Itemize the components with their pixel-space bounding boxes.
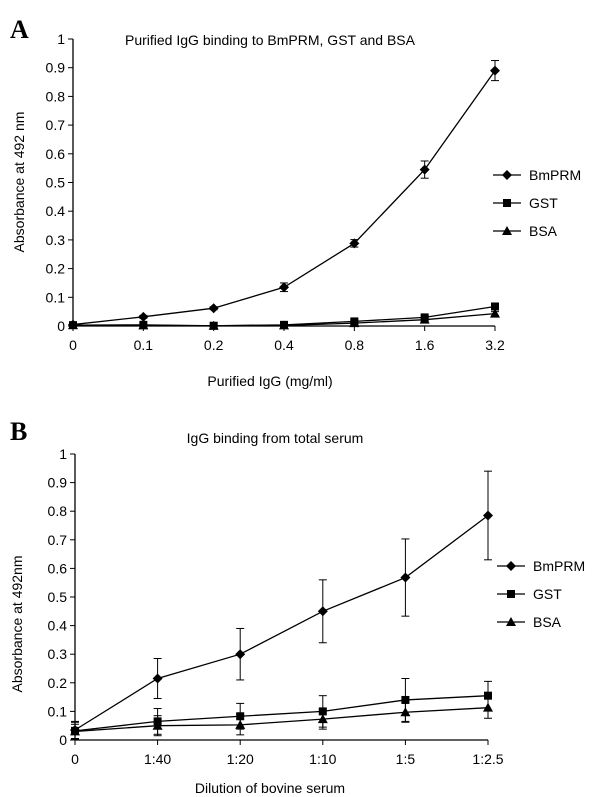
chart-b-y-tick-label: 0.3 <box>48 646 68 662</box>
panel-letter-a: A <box>10 15 29 44</box>
chart-a-y-tick-label: 0.1 <box>46 289 66 305</box>
chart-a-point-bmprm <box>419 164 430 175</box>
chart-b-y-tick-label: 0.8 <box>48 503 68 519</box>
chart-b-x-tick-label: 1:20 <box>227 751 254 767</box>
chart-a-xlabel: Purified IgG (mg/ml) <box>207 373 332 389</box>
chart-a-x-tick-label: 0.2 <box>204 337 224 353</box>
chart-a-y-tick-label: 0 <box>57 318 65 334</box>
chart-b-y-tick-label: 0 <box>59 732 67 748</box>
chart-b-legend-marker-bmprm <box>506 561 516 571</box>
chart-a-point-bsa <box>68 320 78 330</box>
chart-b-x-tick-label: 1:5 <box>396 751 416 767</box>
chart-a-point-bsa <box>279 320 289 330</box>
chart-a-y-tick-label: 0.2 <box>46 261 66 277</box>
chart-b-xlabel: Dilution of bovine serum <box>195 780 345 796</box>
chart-b-x-tick-label: 1:40 <box>144 751 171 767</box>
chart-b-point-bsa <box>70 726 80 736</box>
chart-a-point-bmprm <box>208 303 219 314</box>
chart-a-y-tick-label: 0.3 <box>46 232 66 248</box>
chart-a-point-bmprm <box>490 65 500 76</box>
chart-b-point-bmprm <box>400 572 411 583</box>
chart-a-y-tick-label: 0.6 <box>46 146 66 162</box>
chart-b-series-line-bsa <box>74 707 489 733</box>
chart-a-point-gst <box>491 302 499 311</box>
chart-b-y-tick-label: 1 <box>59 446 67 462</box>
chart-a-point-bmprm <box>349 238 360 249</box>
chart-a-ylabel: Absorbance at 492 nm <box>11 112 27 253</box>
panel-letter-b: B <box>10 417 27 446</box>
chart-b-y-tick-label: 0.5 <box>48 589 68 605</box>
chart-b-ylabel: Absorbance at 492nm <box>9 556 25 693</box>
chart-a-y-tick-label: 0.8 <box>46 88 66 104</box>
chart-b-legend-label-bmprm: BmPRM <box>533 558 585 574</box>
chart-b-legend-marker-bsa <box>506 617 516 626</box>
chart-b-point-gst <box>401 695 410 704</box>
chart-a-legend-marker-bsa <box>502 226 512 235</box>
chart-b-point-bsa <box>317 714 328 724</box>
chart-a-legend-label-bsa: BSA <box>529 223 558 239</box>
chart-b-y-tick-label: 0.1 <box>48 703 68 719</box>
chart-b-legend-label-gst: GST <box>533 586 562 602</box>
chart-b-point-bmprm <box>317 606 328 617</box>
chart-a-plot: 0 0.1 0.2 0.3 0.4 0.5 0.6 0.7 0.8 0.9 1 0 0.1 0.2 0.4 0… <box>46 31 582 353</box>
chart-a-point-bsa <box>419 314 430 324</box>
chart-b-plot: 0 0.1 0.2 0.3 0.4 0.5 0.6 0.7 0.8 0.9 1 0 1:40 1:20 1:… <box>48 446 586 767</box>
chart-b-title: IgG binding from total serum <box>187 430 364 446</box>
chart-a-legend-marker-gst <box>503 199 511 207</box>
chart-b-x-tick-label: 1:2.5 <box>472 751 503 767</box>
chart-b-y-tick-label: 0.7 <box>48 532 68 548</box>
chart-a-x-tick-label: 1.6 <box>415 337 435 353</box>
chart-b-point-bsa <box>400 707 411 717</box>
chart-a-y-tick-label: 0.9 <box>46 60 66 76</box>
chart-a-y-tick-label: 0.7 <box>46 117 66 133</box>
chart-b-legend-label-bsa: BSA <box>533 614 562 630</box>
chart-a-y-tick-label: 1 <box>57 31 65 47</box>
chart-b-y-tick-label: 0.4 <box>48 618 68 634</box>
chart-b-y-tick-label: 0.2 <box>48 675 68 691</box>
chart-a-legend-marker-bmprm <box>502 170 512 180</box>
chart-a-x-tick-label: 3.2 <box>485 337 505 353</box>
chart-a-point-bsa <box>349 318 360 328</box>
chart-a-point-bmprm <box>279 282 289 293</box>
chart-b-point-bsa <box>483 702 493 712</box>
chart-a-x-tick-label: 0 <box>69 337 77 353</box>
chart-a-y-tick-label: 0.5 <box>46 175 66 191</box>
chart-b-legend-marker-gst <box>507 590 515 598</box>
chart-b-point-bmprm <box>152 673 163 684</box>
chart-b-x-tick-label: 0 <box>71 751 79 767</box>
chart-b-series-line-gst <box>74 695 489 732</box>
chart-a-point-bsa <box>208 320 219 330</box>
chart-a-point-bsa <box>490 308 500 318</box>
chart-a-y-tick-label: 0.4 <box>46 203 66 219</box>
chart-a-point-bmprm <box>138 311 149 322</box>
chart-b-point-bsa <box>235 719 246 729</box>
chart-b-point-gst <box>484 691 492 700</box>
chart-b-x-tick-label: 1:10 <box>309 751 336 767</box>
chart-a-legend-label-bmprm: BmPRM <box>529 167 581 183</box>
chart-a-point-bsa <box>138 320 149 330</box>
chart-b-point-bmprm <box>235 649 246 660</box>
chart-a-legend-label-gst: GST <box>529 195 558 211</box>
chart-b-series-line-bmprm <box>74 514 489 731</box>
chart-b-y-tick-label: 0.9 <box>48 475 68 491</box>
chart-a-x-tick-label: 0.8 <box>345 337 365 353</box>
chart-a-x-tick-label: 0.1 <box>134 337 154 353</box>
chart-a-x-tick-label: 0.4 <box>274 337 294 353</box>
chart-a-title: Purified IgG binding to BmPRM, GST and B… <box>125 32 416 48</box>
chart-b-y-tick-label: 0.6 <box>48 560 68 576</box>
chart-b-point-bsa <box>152 720 163 730</box>
chart-b-point-bmprm <box>483 510 493 521</box>
